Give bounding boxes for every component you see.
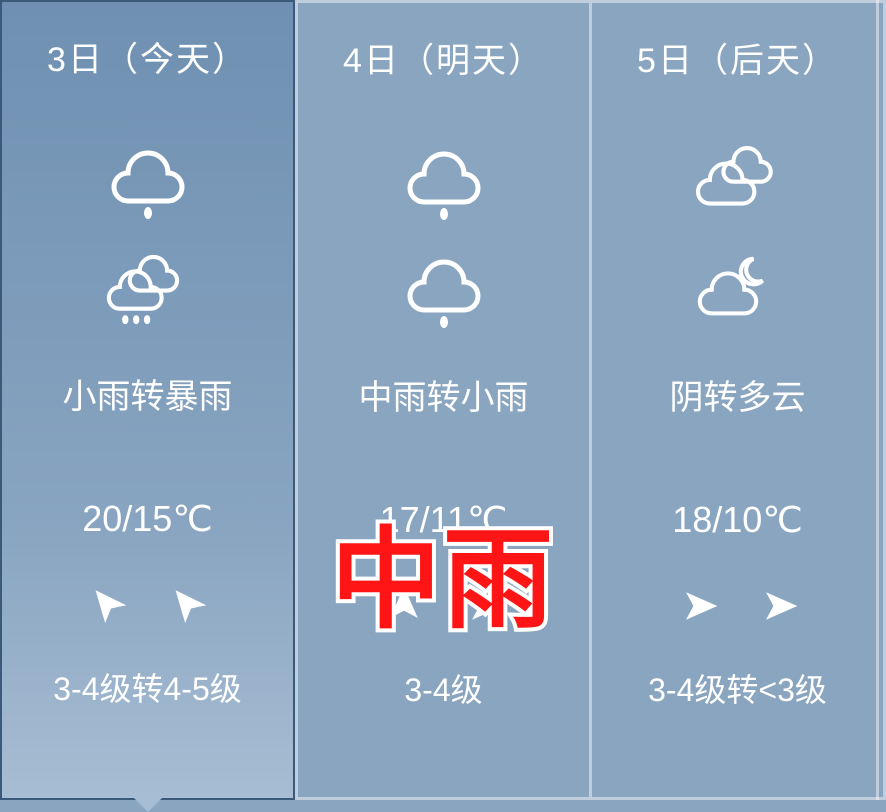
- day-card[interactable]: 3日（今天） 小雨转暴雨 20/15℃ 3-4级转4-5级: [0, 0, 295, 800]
- active-pointer-icon: [130, 794, 166, 812]
- condition-text: 小雨转暴雨: [63, 369, 233, 418]
- weather-day-icon: [98, 133, 198, 223]
- weather-icons: [98, 117, 198, 347]
- weather-icons: [688, 118, 788, 348]
- day-card[interactable]: 4日（明天） 中雨转小雨 17/11℃ 3-4级: [295, 0, 592, 800]
- wind-arrow-icon: [755, 583, 801, 629]
- weather-day-icon: [688, 134, 788, 224]
- condition-text: 阴转多云: [670, 370, 806, 419]
- weather-night-icon: [394, 242, 494, 332]
- date-label: 3日（今天）: [47, 32, 248, 81]
- wind-arrow-icon: [461, 583, 507, 629]
- weather-day-icon: [394, 134, 494, 224]
- right-edge-strip: [876, 0, 886, 800]
- wind-arrow-icon: [165, 582, 211, 628]
- date-label: 4日（明天）: [343, 33, 544, 82]
- wind-text: 3-4级: [404, 665, 482, 711]
- condition-text: 中雨转小雨: [359, 370, 529, 419]
- wind-arrow-icon: [85, 582, 131, 628]
- wind-text: 3-4级转4-5级: [53, 664, 242, 710]
- wind-arrows: [85, 582, 211, 628]
- temperature-text: 20/15℃: [82, 498, 213, 540]
- date-label: 5日（后天）: [637, 33, 838, 82]
- weather-night-icon: [98, 241, 198, 331]
- wind-arrow-icon: [675, 583, 721, 629]
- temperature-text: 18/10℃: [672, 499, 803, 541]
- wind-arrows: [675, 583, 801, 629]
- day-card[interactable]: 5日（后天） 阴转多云 18/10℃ 3-4级转<3级: [592, 0, 886, 800]
- wind-arrow-icon: [381, 583, 427, 629]
- weather-icons: [394, 118, 494, 348]
- weather-forecast: 3日（今天） 小雨转暴雨 20/15℃ 3-4级转4-5级 4日（明天）: [0, 0, 886, 800]
- temperature-text: 17/11℃: [380, 499, 508, 541]
- weather-night-icon: [688, 242, 788, 332]
- wind-arrows: [381, 583, 507, 629]
- wind-text: 3-4级转<3级: [648, 665, 827, 711]
